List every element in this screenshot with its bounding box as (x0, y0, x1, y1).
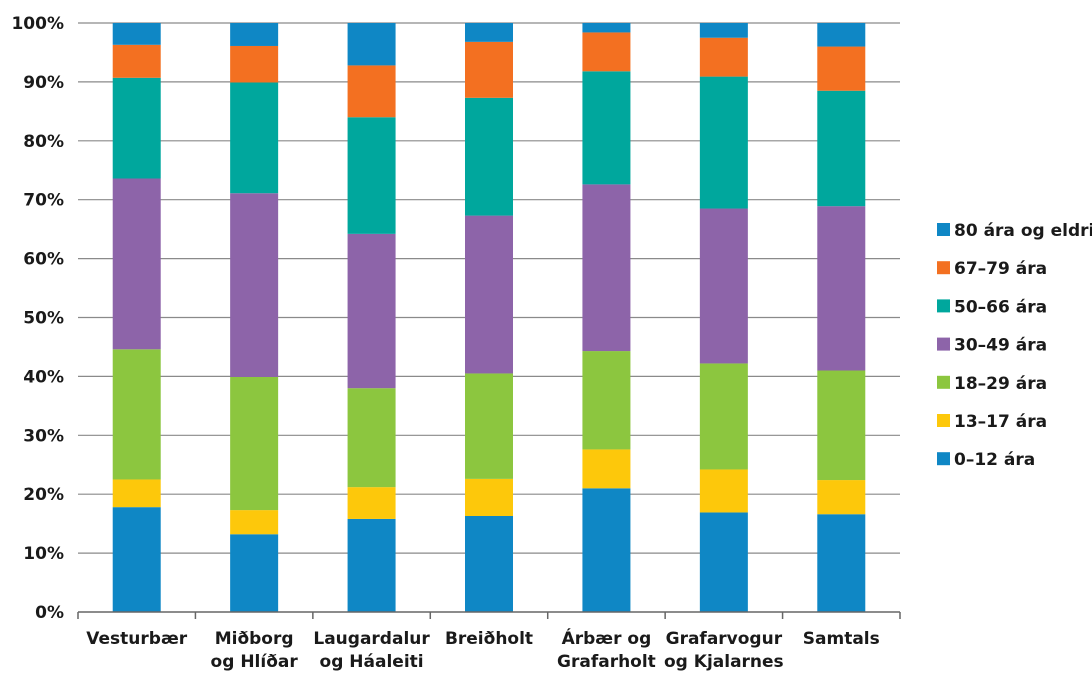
legend-swatch (937, 452, 950, 466)
legend-swatch (937, 299, 950, 313)
bar-segment (699, 512, 748, 612)
y-tick-label: 50% (23, 309, 64, 329)
legend-label: 80 ára og eldri (954, 221, 1092, 241)
bar-segment (112, 479, 161, 508)
bar-segment (112, 23, 161, 45)
bar-segment (347, 487, 396, 519)
x-category-label: Breiðholt (445, 629, 533, 649)
bar-segment (582, 488, 631, 612)
bar-segment (112, 44, 161, 78)
x-category-label: og Háaleiti (320, 652, 424, 672)
x-category-label: og Hlíðar (211, 652, 299, 672)
bars (112, 23, 866, 612)
bar-segment (817, 206, 866, 371)
y-tick-label: 40% (23, 367, 64, 387)
bar-segment (582, 184, 631, 352)
legend-item: 80 ára og eldri (937, 221, 1092, 241)
legend-swatch (937, 375, 950, 389)
legend-swatch (937, 414, 950, 427)
y-tick-label: 10% (23, 544, 64, 564)
bar-segment (817, 514, 866, 612)
legend-item: 0–12 ára (937, 450, 1035, 470)
legend: 80 ára og eldri 67–79 ára 50–66 ára 30–49 á… (937, 221, 1092, 470)
bar-segment (699, 469, 748, 513)
y-tick-label: 80% (23, 132, 64, 152)
legend-label: 18–29 ára (954, 374, 1047, 394)
x-axis: Vesturbær Miðborg og Hlíðar Laugardalur og H… (77, 611, 901, 672)
y-tick-label: 90% (23, 73, 64, 93)
x-category-label: Laugardalur (313, 629, 430, 649)
bar-segment (582, 23, 631, 33)
bar-segment (347, 233, 396, 389)
legend-swatch (937, 261, 950, 275)
legend-label: 67–79 ára (954, 259, 1047, 279)
bar-segment (699, 23, 748, 38)
bar-segment (817, 480, 866, 515)
legend-swatch (937, 337, 950, 351)
bar-segment (465, 23, 513, 42)
legend-item: 13–17 ára (937, 412, 1047, 432)
bar-segment (817, 370, 866, 481)
y-tick-label: 0% (35, 603, 64, 623)
bar-segment (230, 82, 279, 194)
x-category-label: Grafarholt (557, 652, 656, 672)
bar-segment (465, 373, 513, 479)
bar-segment (230, 193, 279, 377)
x-category-label: Grafarvogur (666, 629, 783, 649)
bar-segment (230, 45, 279, 83)
bar-segment (465, 478, 513, 516)
bar-segment (347, 23, 396, 66)
bar-segment (230, 376, 279, 511)
bar-segment (112, 178, 161, 350)
bar-segment (699, 208, 748, 364)
x-category-label: Miðborg (215, 629, 294, 649)
legend-label: 13–17 ára (954, 412, 1047, 432)
y-tick-label: 30% (23, 426, 64, 446)
legend-item: 18–29 ára (937, 374, 1047, 394)
y-tick-label: 20% (23, 485, 64, 505)
bar-segment (582, 449, 631, 489)
bar-segment (465, 41, 513, 98)
bar-segment (230, 534, 279, 612)
bar-segment (582, 351, 631, 450)
bar-segment (347, 65, 396, 118)
bar-segment (817, 90, 866, 207)
legend-item: 30–49 ára (937, 336, 1047, 356)
y-tick-label: 100% (11, 14, 64, 34)
bar-segment (347, 388, 396, 488)
bar-segment (230, 510, 279, 535)
bar-segment (699, 37, 748, 77)
bar-segment (230, 23, 279, 46)
bar-segment (112, 507, 161, 612)
bar-segment (465, 215, 513, 374)
x-category-label: Samtals (803, 629, 880, 649)
legend-item: 67–79 ára (937, 259, 1047, 279)
bar-segment (817, 46, 866, 91)
legend-item: 50–66 ára (937, 297, 1047, 317)
x-category-label: Árbær og (562, 627, 652, 649)
y-tick-label: 70% (23, 191, 64, 211)
legend-label: 50–66 ára (954, 297, 1047, 317)
y-axis: 0% 10% 20% 30% 40% 50% 60% 70% 80% 90% 100% (11, 14, 64, 623)
bar-segment (699, 363, 748, 470)
x-category-label: Vesturbær (86, 629, 187, 649)
bar-segment (817, 23, 866, 47)
bar-segment (582, 71, 631, 185)
y-tick-label: 60% (23, 250, 64, 270)
legend-label: 30–49 ára (954, 336, 1047, 356)
bar-segment (112, 77, 161, 179)
x-category-label: og Kjalarnes (664, 652, 784, 672)
bar-segment (112, 349, 161, 480)
bar-segment (582, 32, 631, 72)
legend-label: 0–12 ára (954, 450, 1035, 470)
bar-segment (699, 76, 748, 209)
bar-segment (465, 515, 513, 612)
bar-segment (465, 97, 513, 216)
legend-swatch (937, 223, 950, 236)
bar-segment (347, 518, 396, 612)
bar-segment (347, 117, 396, 234)
